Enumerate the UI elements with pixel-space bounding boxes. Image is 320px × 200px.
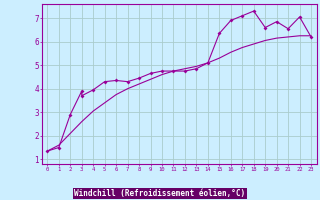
Text: Windchill (Refroidissement éolien,°C): Windchill (Refroidissement éolien,°C) [75,189,245,198]
